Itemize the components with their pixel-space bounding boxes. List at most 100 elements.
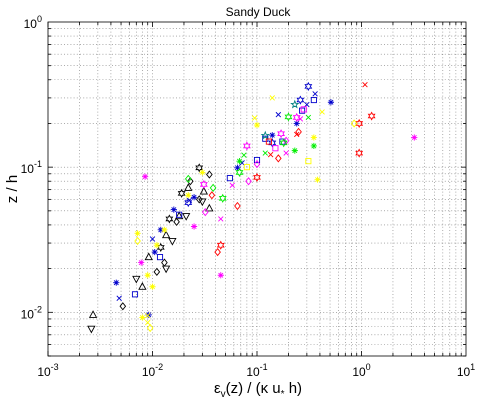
data-point (236, 158, 243, 165)
data-point (350, 119, 358, 128)
data-point (184, 174, 192, 184)
data-point (312, 91, 318, 97)
data-point (184, 198, 193, 208)
data-point (260, 130, 270, 140)
data-point (182, 213, 191, 221)
data-point (119, 302, 127, 311)
data-point (142, 173, 149, 180)
chart-title: Sandy Duck (226, 5, 292, 19)
data-point (218, 193, 227, 203)
data-point (173, 217, 180, 226)
data-point (146, 323, 154, 333)
data-point (269, 95, 275, 101)
data-point (367, 111, 376, 121)
data-point (205, 203, 214, 212)
data-point (362, 81, 368, 88)
data-point (156, 254, 164, 261)
data-point (251, 115, 258, 121)
data-point (229, 182, 235, 189)
data-point (272, 145, 279, 152)
data-point (208, 191, 216, 200)
data-point (265, 138, 272, 145)
data-point (198, 198, 207, 207)
data-point (319, 109, 325, 115)
y-tick-labels: 10-2 10-1 100 (21, 14, 42, 321)
data-point (242, 141, 251, 151)
data-point (195, 163, 204, 173)
data-point (283, 150, 289, 156)
x-tick-label: 100 (352, 362, 370, 379)
data-point (292, 112, 301, 123)
data-point (327, 99, 335, 106)
data-point (151, 248, 158, 256)
data-point (161, 258, 168, 267)
data-point (268, 138, 277, 148)
data-point (245, 177, 252, 186)
data-point (185, 192, 192, 199)
data-point (138, 259, 145, 266)
data-point (293, 120, 300, 127)
data-point (214, 247, 221, 257)
data-point (199, 186, 209, 195)
data-point (131, 291, 139, 298)
data-point (310, 134, 317, 141)
data-point (161, 265, 171, 274)
data-point (157, 226, 164, 233)
data-point (87, 325, 96, 334)
y-tick-label: 10-2 (21, 304, 42, 321)
data-point (134, 230, 141, 237)
axis-ticks (47, 22, 466, 357)
data-point (176, 211, 183, 218)
data-point (206, 170, 213, 179)
data-point (144, 272, 151, 279)
data-point (149, 236, 156, 242)
data-point (144, 319, 151, 326)
data-point (299, 107, 306, 114)
data-point (218, 216, 224, 222)
x-tick-label: 101 (457, 362, 475, 379)
x-tick-label: 10-1 (246, 362, 267, 379)
data-point (310, 142, 317, 150)
data-point (279, 138, 288, 148)
data-point (184, 183, 193, 191)
data-point (113, 279, 120, 286)
data-point (187, 177, 194, 186)
data-point (296, 95, 305, 105)
data-point (304, 81, 313, 91)
data-point (216, 240, 225, 250)
data-point (149, 283, 156, 290)
data-point (243, 164, 250, 171)
data-point (305, 158, 312, 165)
data-points (87, 81, 418, 334)
data-point (269, 132, 276, 139)
data-point (294, 131, 300, 138)
data-point (217, 272, 224, 279)
data-point (116, 295, 122, 301)
y-tick-label: 10-1 (21, 159, 42, 176)
data-point (290, 99, 300, 109)
data-point (275, 154, 282, 163)
data-point (153, 242, 160, 249)
data-point (234, 164, 241, 171)
data-point (199, 179, 208, 190)
data-point (355, 118, 364, 129)
data-point (168, 237, 177, 246)
data-point (190, 194, 198, 201)
data-point (355, 148, 364, 158)
data-point (199, 169, 206, 176)
data-point (262, 150, 268, 156)
data-point (161, 230, 171, 239)
data-point (170, 206, 177, 213)
data-point (134, 236, 141, 246)
data-point (253, 159, 261, 169)
data-point (241, 152, 247, 158)
data-point (132, 275, 141, 284)
data-point (297, 116, 304, 122)
y-tick-label: 100 (24, 14, 42, 31)
data-point (190, 223, 198, 230)
data-point (411, 134, 418, 141)
data-point (304, 101, 310, 108)
data-point (153, 267, 161, 276)
data-point (291, 147, 298, 154)
